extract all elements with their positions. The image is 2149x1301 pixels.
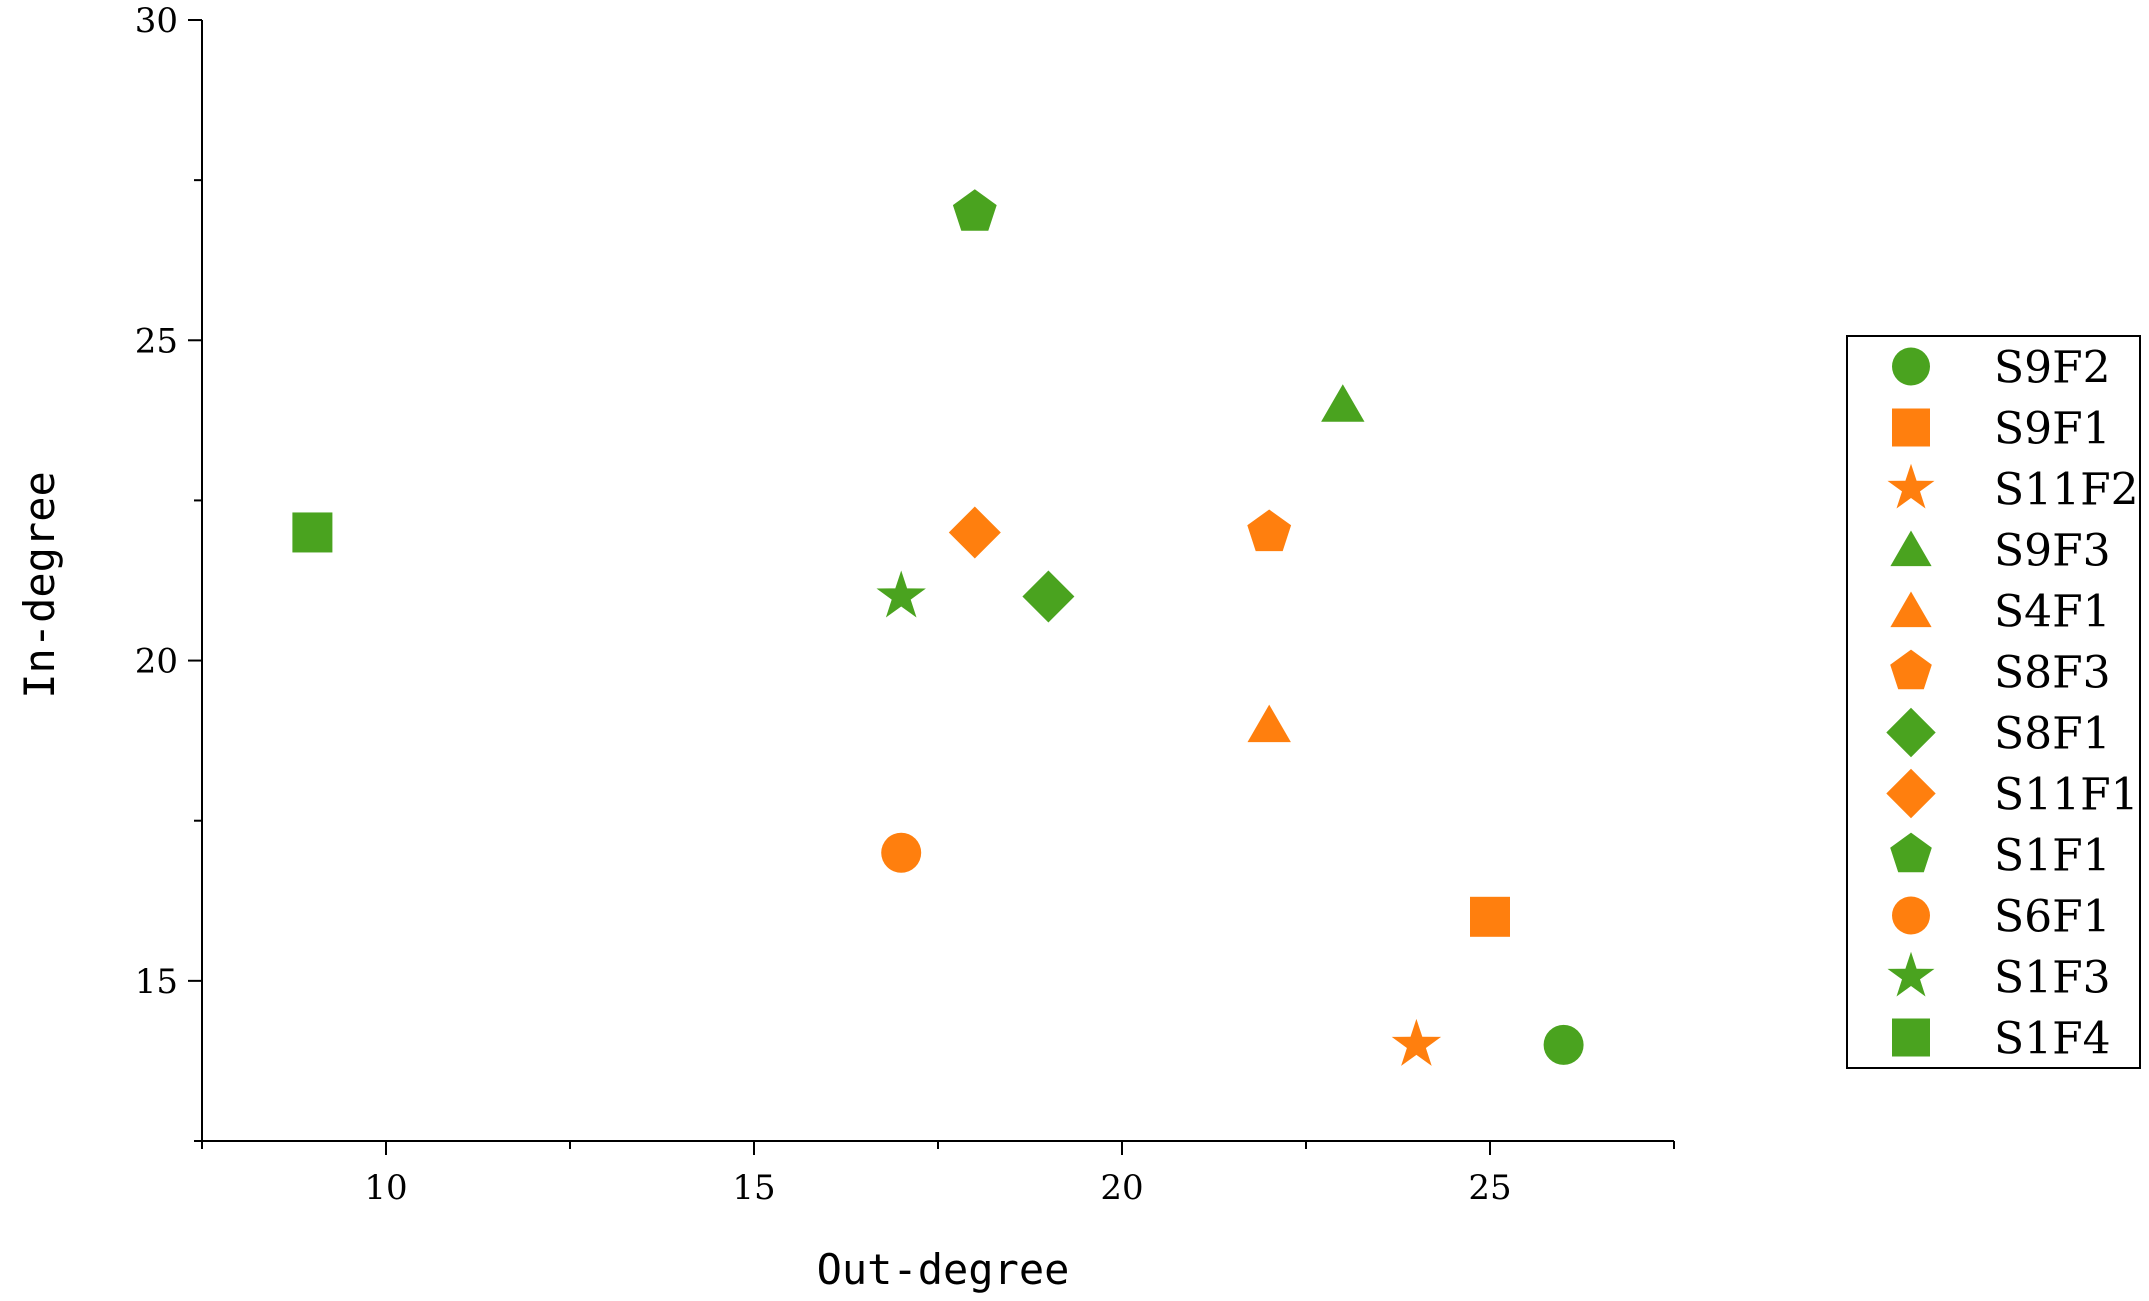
x-axis-title: Out-degree [817, 1245, 1070, 1294]
legend-marker [1887, 463, 1935, 509]
legend-marker [1887, 951, 1935, 997]
point-s9f3 [1321, 384, 1365, 422]
point-s8f3 [1247, 509, 1292, 552]
point-s9f2 [1543, 1024, 1584, 1065]
legend-label: S1F4 [1994, 1014, 2111, 1065]
legend-marker [1892, 1018, 1930, 1057]
legend-marker [1892, 408, 1930, 447]
legend-label: S9F3 [1994, 526, 2111, 577]
legend-marker [1890, 649, 1932, 690]
legend-label: S9F2 [1994, 343, 2111, 394]
point-s8f1 [1022, 570, 1075, 623]
y-tick-label: 20 [135, 642, 178, 682]
point-s6f1 [881, 832, 922, 873]
x-tick-label: 25 [1468, 1168, 1511, 1208]
legend-label: S9F1 [1994, 404, 2111, 455]
point-s1f3 [876, 570, 926, 618]
axes: 10 15 20 25 15 20 25 30 [135, 1, 1675, 1208]
legend-marker [1892, 896, 1930, 935]
legend-marker [1892, 347, 1930, 386]
legend-box [1846, 335, 2141, 1069]
legend-label: S4F1 [1994, 587, 2111, 638]
legend-label: S6F1 [1994, 892, 2111, 943]
legend-label: S1F3 [1994, 953, 2111, 1004]
point-s1f4 [292, 512, 333, 553]
point-s1f1 [952, 189, 997, 231]
legend: S9F2 S9F1 S11F2 S9F3 S4F1 S8F3 S8F1 S11F1 S1F1 S6… [1846, 335, 2141, 1069]
legend-label: S11F2 [1994, 465, 2139, 516]
legend-marker [1886, 707, 1936, 758]
legend-marker [1890, 832, 1932, 873]
y-tick-label: 25 [135, 321, 178, 361]
x-tick-label: 15 [732, 1168, 775, 1208]
point-s4f1 [1247, 704, 1291, 743]
legend-label: S1F1 [1994, 831, 2111, 882]
point-s11f1 [948, 506, 1001, 559]
y-tick-label: 15 [135, 962, 178, 1002]
x-tick-label: 20 [1100, 1168, 1143, 1208]
legend-marker [1886, 768, 1936, 819]
point-s11f2 [1391, 1018, 1442, 1066]
legend-marker [1890, 591, 1932, 628]
legend-label: S8F1 [1994, 709, 2111, 760]
data-points [292, 189, 1584, 1066]
legend-label: S11F1 [1994, 770, 2139, 821]
x-tick-label: 10 [364, 1168, 407, 1208]
point-s9f1 [1470, 896, 1510, 937]
legend-label: S8F3 [1994, 648, 2111, 699]
y-axis-title: In-degree [15, 471, 64, 699]
legend-marker [1890, 530, 1932, 567]
y-tick-label: 30 [135, 1, 178, 41]
